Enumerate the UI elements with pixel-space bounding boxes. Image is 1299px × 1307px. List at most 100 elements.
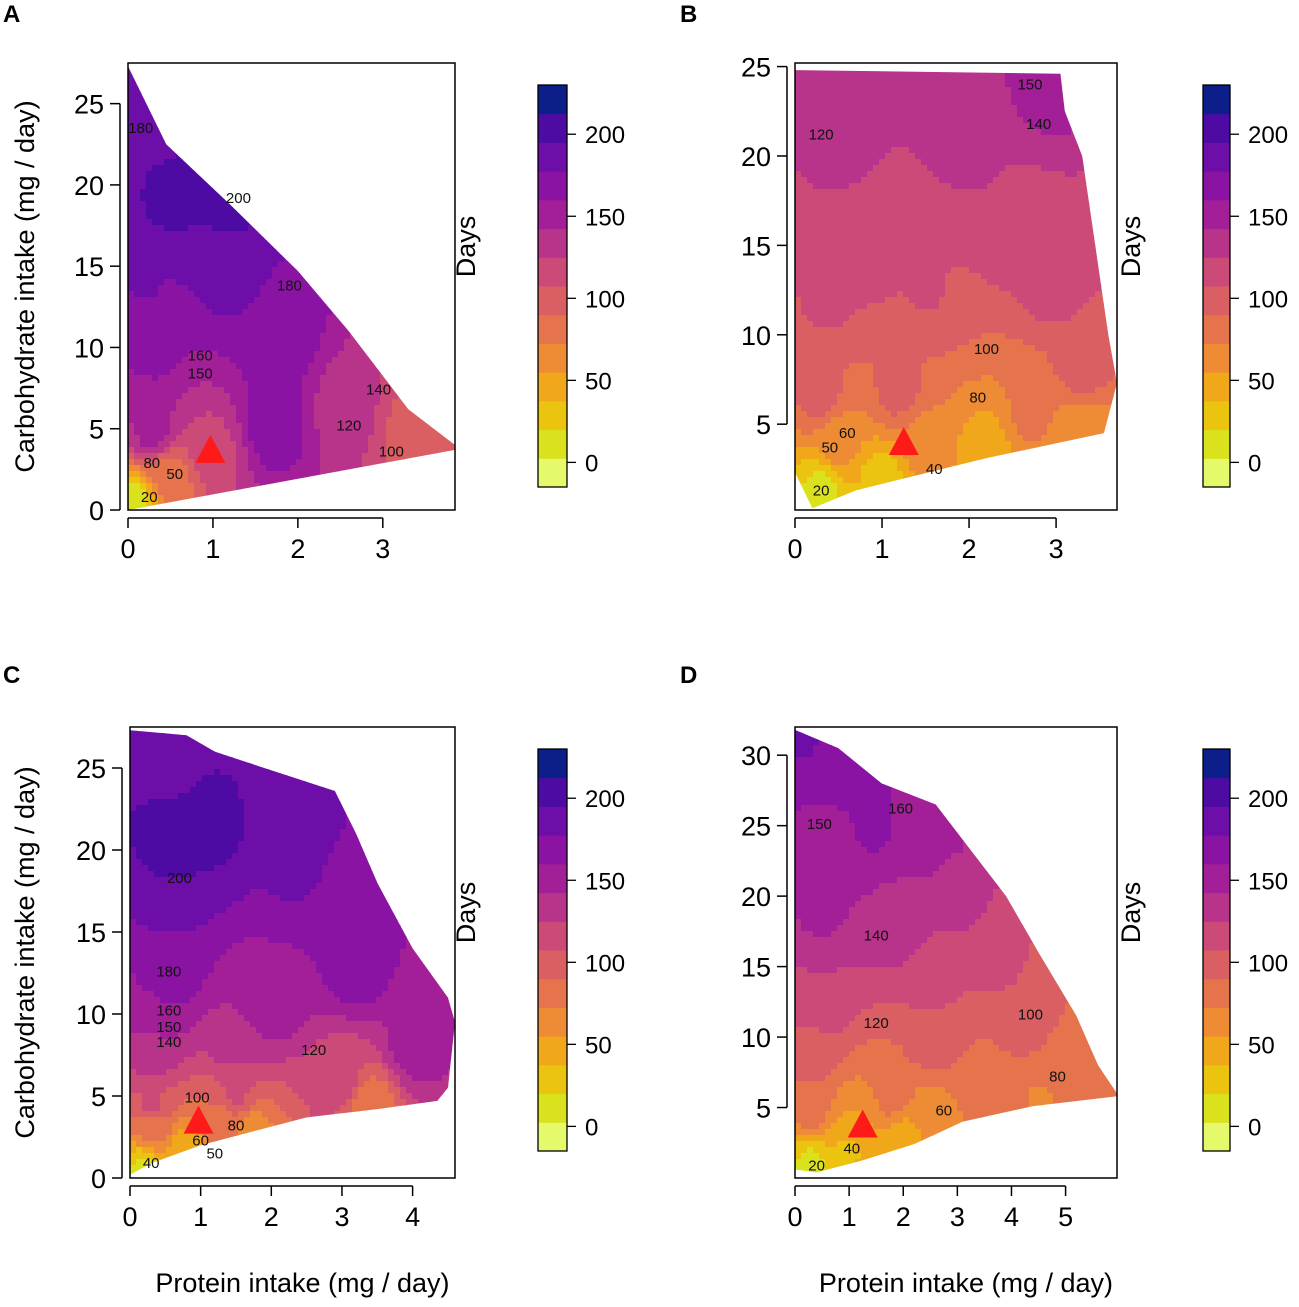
y-tick-label: 15 <box>741 231 771 261</box>
colorbar-segment <box>538 892 567 922</box>
target-marker <box>183 1105 214 1134</box>
y-tick-label: 15 <box>74 252 104 282</box>
x-axis-title: Protein intake (mg / day) <box>819 1268 1113 1298</box>
colorbar-segment <box>538 921 567 951</box>
y-tick-label: 10 <box>74 333 104 363</box>
colorbar-segment <box>538 199 567 230</box>
x-tick-label: 0 <box>787 1202 802 1232</box>
x-tick-label: 3 <box>375 534 390 564</box>
colorbar-segment <box>1203 1093 1230 1123</box>
contour-label: 160 <box>156 1003 181 1020</box>
x-axis: 0 1 2 3 4 <box>122 1185 420 1232</box>
contour-label: 40 <box>843 1140 860 1157</box>
contour-label: 150 <box>188 365 213 382</box>
colorbar-frame <box>537 84 568 488</box>
x-tick-label: 1 <box>875 534 890 564</box>
contour-label: 100 <box>1018 1007 1043 1024</box>
colorbar-tick-label: 50 <box>1248 368 1275 395</box>
y-tick-label: 0 <box>89 496 104 526</box>
x-axis: 0 1 2 3 4 5 <box>787 1185 1073 1232</box>
x-tick-label: 0 <box>787 534 802 564</box>
contour-label: 80 <box>228 1118 245 1135</box>
colorbar-tick-label: 50 <box>585 368 612 395</box>
contour-label: 40 <box>143 1155 160 1172</box>
colorbar-segment <box>538 228 567 258</box>
plot-frame <box>127 62 456 511</box>
contour-label: 150 <box>807 816 832 833</box>
contour-label: 120 <box>336 417 361 434</box>
colorbar-tick-label: 100 <box>1248 286 1288 313</box>
x-tick-label: 1 <box>842 1202 857 1232</box>
colorbar-segment <box>538 1007 567 1037</box>
colorbar-title: Days <box>451 216 481 278</box>
x-tick-label: 3 <box>334 1202 349 1232</box>
colorbar-segment <box>1203 458 1230 488</box>
surface-c <box>130 730 455 1175</box>
colorbar-segment <box>1203 921 1230 951</box>
colorbar-title: Days <box>451 882 481 944</box>
x-tick-label: 2 <box>962 534 977 564</box>
colorbar-segment <box>1203 228 1230 258</box>
colorbar-segment <box>538 343 567 373</box>
contour-label: 150 <box>156 1019 181 1036</box>
colorbar-tick-label: 200 <box>1248 122 1288 149</box>
colorbar-frame <box>1202 748 1231 1152</box>
contour-label: 120 <box>864 1015 889 1032</box>
y-tick-label: 20 <box>76 836 106 866</box>
contour-label: 20 <box>808 1157 825 1174</box>
contour-label: 80 <box>1049 1069 1066 1086</box>
colorbar-segment <box>1203 85 1230 115</box>
y-tick-label: 10 <box>76 1000 106 1030</box>
target-marker <box>847 1109 878 1138</box>
colorbar-tick-label: 150 <box>585 868 625 895</box>
y-tick-label: 15 <box>76 918 106 948</box>
colorbar-segment <box>538 1036 567 1066</box>
colorbar-tick-label: 0 <box>1248 450 1261 477</box>
colorbar-segment <box>538 777 567 807</box>
colorbar-tick-label: 100 <box>1248 950 1288 977</box>
contour-label: 140 <box>1026 116 1051 133</box>
contour-label: 100 <box>379 443 404 460</box>
colorbar-title: Days <box>1116 216 1146 278</box>
colorbar-frame <box>1202 84 1231 488</box>
x-tick-label: 3 <box>1049 534 1064 564</box>
colorbar-segment <box>1203 171 1230 201</box>
contour-label: 180 <box>128 120 153 137</box>
colorbar-segment <box>1203 199 1230 230</box>
y-tick-label: 25 <box>74 90 104 120</box>
y-tick-label: 25 <box>76 754 106 784</box>
y-axis: 0 5 10 15 20 25 <box>74 90 121 526</box>
colorbar-segment <box>538 978 567 1008</box>
colorbar-segment <box>1203 806 1230 836</box>
plot-frame <box>129 726 456 1179</box>
x-axis: 0 1 2 3 <box>787 517 1064 564</box>
panel-label: A <box>3 1 20 28</box>
colorbar-segment <box>1203 1036 1230 1066</box>
x-axis: 0 1 2 3 <box>120 517 390 564</box>
colorbar-segment <box>1203 777 1230 807</box>
contour-label: 50 <box>821 439 838 456</box>
surface-d <box>795 729 1117 1173</box>
plot-frame <box>794 726 1118 1179</box>
colorbar-segment <box>1203 400 1230 431</box>
colorbar-tick-label: 150 <box>585 204 625 231</box>
contour-label: 150 <box>1017 76 1042 93</box>
colorbar-segment <box>538 113 567 143</box>
surface-b <box>795 70 1117 509</box>
colorbar-segment <box>538 1064 567 1095</box>
contour-label: 80 <box>143 455 160 472</box>
contour-label: 140 <box>366 382 391 399</box>
target-marker <box>888 427 919 456</box>
y-tick-label: 15 <box>741 953 771 983</box>
contour-label: 120 <box>301 1042 326 1059</box>
colorbar: 0 50 100 150 200 <box>1202 748 1288 1152</box>
colorbar-segment <box>1203 429 1230 459</box>
contour-label: 200 <box>226 190 251 207</box>
colorbar-segment <box>1203 1122 1230 1152</box>
colorbar-segment <box>538 950 567 980</box>
colorbar-segment <box>538 835 567 865</box>
